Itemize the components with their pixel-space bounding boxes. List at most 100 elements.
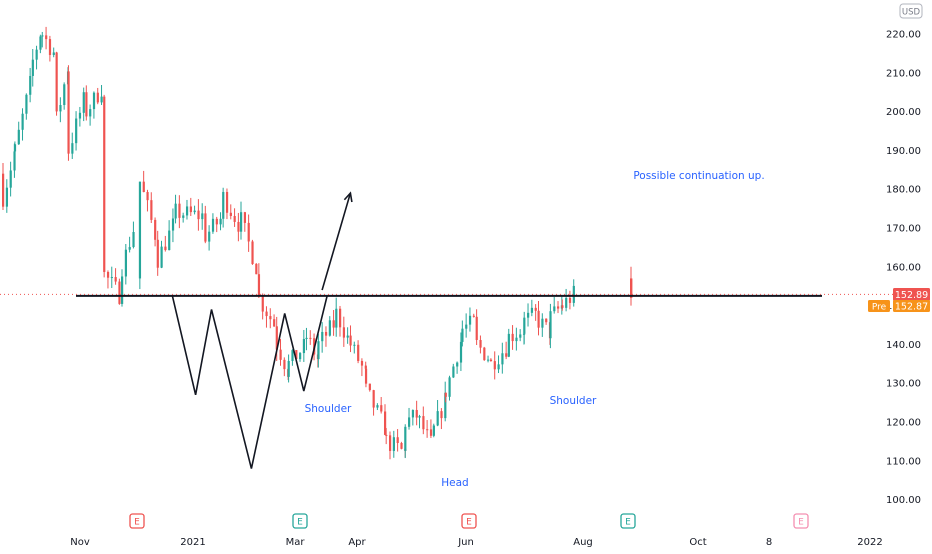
candle [118, 278, 121, 305]
candle [174, 194, 177, 224]
candle [545, 318, 548, 325]
candle [168, 220, 171, 251]
annotation-left-shoulder[interactable]: Shoulder [305, 403, 352, 415]
candle [432, 423, 435, 438]
candle [21, 108, 24, 141]
candle [287, 354, 290, 383]
candle [63, 82, 66, 110]
candle [561, 299, 564, 311]
candle [461, 320, 464, 347]
candle [411, 409, 415, 426]
earnings-marker[interactable]: E [129, 513, 145, 529]
candle [436, 400, 439, 427]
y-tick-label: 110.00 [886, 456, 921, 467]
premarket-price-tag[interactable]: Pre 152.87 [868, 300, 930, 313]
x-tick-label: Apr [348, 537, 366, 548]
x-tick-label: Mar [286, 537, 306, 548]
candle [67, 65, 70, 161]
candle [342, 316, 346, 347]
earnings-marker[interactable]: E [620, 513, 636, 529]
candle [171, 208, 175, 243]
candle [29, 67, 32, 103]
candle [299, 351, 302, 362]
candle [422, 406, 425, 435]
candle [515, 327, 518, 351]
candle [557, 301, 560, 314]
earnings-marker[interactable]: E [461, 513, 477, 529]
candle [142, 170, 145, 193]
candle [328, 316, 331, 337]
candle [146, 189, 149, 212]
candle [229, 204, 232, 220]
annotation-continuation[interactable]: Possible continuation up. [633, 170, 764, 182]
candle [279, 338, 282, 366]
candle [31, 49, 34, 87]
candle [360, 358, 364, 377]
candle [39, 34, 42, 54]
candle [219, 212, 222, 231]
candle [100, 85, 103, 105]
candle [269, 308, 272, 329]
candle [465, 313, 468, 338]
candle [2, 162, 5, 211]
candle [396, 429, 399, 452]
candle [400, 441, 403, 450]
candle [456, 361, 459, 374]
annotation-head[interactable]: Head [441, 477, 468, 489]
continuation-arrow[interactable] [321, 191, 353, 291]
candle [305, 327, 308, 351]
candle [48, 35, 52, 62]
candle [440, 408, 443, 430]
candle [392, 430, 395, 458]
candle [45, 26, 48, 50]
candle [448, 375, 451, 401]
candle [489, 358, 493, 362]
x-tick-label: 8 [766, 537, 772, 548]
candle [185, 199, 189, 220]
candle [5, 179, 9, 213]
earnings-marker[interactable]: E [793, 513, 809, 529]
candle [110, 266, 113, 289]
y-tick-label: 160.00 [886, 262, 921, 273]
candle [487, 355, 490, 363]
candle [189, 197, 192, 217]
candle [193, 205, 196, 215]
candle [357, 340, 360, 364]
last-price-tag[interactable]: 152.89 [893, 288, 930, 301]
earnings-marker[interactable]: E [292, 513, 308, 529]
earnings-marker-label: E [134, 518, 140, 528]
annotation-right-shoulder[interactable]: Shoulder [550, 395, 597, 407]
candle [96, 87, 99, 105]
candle [565, 288, 568, 312]
candle [519, 329, 522, 342]
candle [106, 270, 110, 289]
candle [572, 279, 575, 307]
candle [197, 199, 200, 231]
candle [523, 311, 526, 344]
currency-badge[interactable]: USD [899, 3, 923, 19]
candle [52, 47, 55, 58]
candle [257, 263, 261, 299]
candle [349, 325, 352, 353]
candle [383, 404, 387, 436]
candle [404, 424, 407, 459]
candle [534, 304, 537, 321]
candle [132, 221, 135, 249]
candle [251, 239, 254, 265]
last-price-value: 152.89 [895, 290, 928, 301]
premarket-label: Pre [872, 303, 887, 313]
candle [444, 392, 447, 403]
candle [208, 225, 211, 251]
candle [376, 403, 379, 411]
candle [114, 268, 117, 285]
candle [13, 141, 17, 156]
candle [156, 230, 159, 276]
candle [273, 314, 276, 328]
candle [368, 383, 371, 392]
x-tick-label: Nov [70, 537, 90, 548]
candle [92, 91, 96, 119]
head-and-shoulders-pattern[interactable] [171, 295, 328, 469]
y-tick-label: 220.00 [886, 30, 921, 41]
